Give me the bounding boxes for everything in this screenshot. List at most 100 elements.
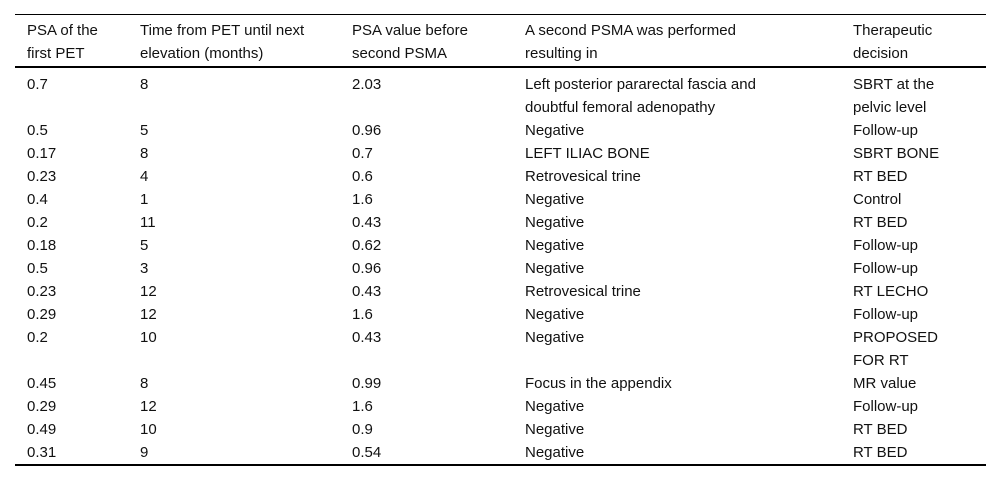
table-row: 0.5 5 0.96 Negative Follow-up bbox=[15, 119, 986, 142]
cell-psa-first: 0.29 bbox=[27, 306, 57, 323]
cell-decision: Follow-up bbox=[853, 303, 986, 326]
cell-decision: SBRT BONE bbox=[853, 142, 986, 165]
cell-time: 10 bbox=[140, 329, 157, 346]
cell-result-text: Negative bbox=[525, 306, 585, 323]
cell-psa-first: 0.4 bbox=[27, 191, 48, 208]
cell-time: 5 bbox=[140, 122, 149, 139]
cell-decision: Control bbox=[853, 188, 986, 211]
cell-result: Negative bbox=[525, 441, 853, 465]
cell-psa-first: 0.23 bbox=[27, 283, 57, 300]
cell-psa-before: 0.54 bbox=[352, 444, 382, 461]
cell-result: Negative bbox=[525, 303, 853, 326]
cell-psa-before: 0.62 bbox=[352, 237, 382, 254]
column-header-label: A second PSMA was performed resulting in bbox=[525, 22, 736, 62]
cell-psa-before: 0.43 bbox=[352, 214, 382, 231]
cell-psa-first: 0.7 bbox=[27, 76, 48, 93]
cell-psa-first: 0.29 bbox=[27, 398, 57, 415]
cell-psa-before: 2.03 bbox=[352, 76, 382, 93]
cell-decision-text: RT LECHO bbox=[853, 283, 929, 300]
cell-result-text: Negative bbox=[525, 421, 585, 438]
cell-decision-text: SBRT at the pelvic level bbox=[853, 76, 935, 116]
cell-psa-first: 0.31 bbox=[27, 444, 57, 461]
column-header-therapeutic-decision: Therapeutic decision bbox=[853, 15, 986, 68]
table-header: PSA of the first PET Time from PET until… bbox=[15, 15, 986, 68]
cell-result: Negative bbox=[525, 119, 853, 142]
cell-decision-text: Control bbox=[853, 191, 902, 208]
cell-psa-before: 0.96 bbox=[352, 122, 382, 139]
cell-decision: RT BED bbox=[853, 165, 986, 188]
cell-result: Negative bbox=[525, 418, 853, 441]
cell-result-text: Negative bbox=[525, 214, 585, 231]
table-row: 0.29 12 1.6 Negative Follow-up bbox=[15, 395, 986, 418]
column-header-label: PSA of the first PET bbox=[27, 22, 98, 62]
cell-psa-first: 0.18 bbox=[27, 237, 57, 254]
cell-decision-text: Follow-up bbox=[853, 306, 919, 323]
cell-result: Left posterior pararectal fascia and dou… bbox=[525, 67, 853, 119]
cell-decision: PROPOSED FOR RT bbox=[853, 326, 986, 372]
cell-result-text: Negative bbox=[525, 329, 585, 346]
cell-psa-before: 0.6 bbox=[352, 168, 373, 185]
cell-time: 12 bbox=[140, 398, 157, 415]
cell-decision-text: MR value bbox=[853, 375, 917, 392]
cell-decision: MR value bbox=[853, 372, 986, 395]
column-header-psa-before-second: PSA value before second PSMA bbox=[352, 15, 525, 68]
cell-time: 9 bbox=[140, 444, 149, 461]
cell-psa-before: 0.43 bbox=[352, 283, 382, 300]
cell-time: 11 bbox=[140, 214, 156, 231]
cell-time: 8 bbox=[140, 76, 149, 93]
cell-decision: RT BED bbox=[853, 418, 986, 441]
cell-psa-before: 0.43 bbox=[352, 329, 382, 346]
cell-result-text: Negative bbox=[525, 398, 585, 415]
cell-decision-text: SBRT BONE bbox=[853, 145, 940, 162]
cell-time: 8 bbox=[140, 145, 149, 162]
cell-decision: RT BED bbox=[853, 211, 986, 234]
table-row: 0.5 3 0.96 Negative Follow-up bbox=[15, 257, 986, 280]
cell-psa-first: 0.45 bbox=[27, 375, 57, 392]
cell-decision-text: RT BED bbox=[853, 444, 908, 461]
cell-decision-text: Follow-up bbox=[853, 237, 919, 254]
cell-decision: RT LECHO bbox=[853, 280, 986, 303]
column-header-second-psma-result: A second PSMA was performed resulting in bbox=[525, 15, 853, 68]
cell-time: 5 bbox=[140, 237, 149, 254]
cell-result-text: Negative bbox=[525, 444, 585, 461]
cell-psa-before: 1.6 bbox=[352, 191, 373, 208]
cell-psa-before: 0.7 bbox=[352, 145, 373, 162]
cell-decision: Follow-up bbox=[853, 119, 986, 142]
table-row: 0.45 8 0.99 Focus in the appendix MR val… bbox=[15, 372, 986, 395]
results-table: PSA of the first PET Time from PET until… bbox=[15, 14, 986, 466]
column-header-psa-first-pet: PSA of the first PET bbox=[15, 15, 140, 68]
table-row: 0.18 5 0.62 Negative Follow-up bbox=[15, 234, 986, 257]
cell-result: Negative bbox=[525, 188, 853, 211]
cell-psa-first: 0.5 bbox=[27, 260, 48, 277]
column-header-label: Therapeutic decision bbox=[853, 22, 933, 62]
cell-decision: SBRT at the pelvic level bbox=[853, 67, 986, 119]
table-row: 0.49 10 0.9 Negative RT BED bbox=[15, 418, 986, 441]
column-header-label: PSA value before second PSMA bbox=[352, 22, 468, 62]
cell-result: Negative bbox=[525, 211, 853, 234]
cell-psa-before: 0.96 bbox=[352, 260, 382, 277]
cell-time: 4 bbox=[140, 168, 149, 185]
cell-result: Negative bbox=[525, 395, 853, 418]
cell-psa-first: 0.2 bbox=[27, 214, 48, 231]
table-row: 0.2 11 0.43 Negative RT BED bbox=[15, 211, 986, 234]
cell-time: 12 bbox=[140, 306, 157, 323]
cell-result-text: Left posterior pararectal fascia and dou… bbox=[525, 76, 756, 116]
cell-result: Negative bbox=[525, 326, 853, 372]
cell-psa-first: 0.49 bbox=[27, 421, 57, 438]
cell-psa-first: 0.2 bbox=[27, 329, 48, 346]
cell-decision-text: Follow-up bbox=[853, 122, 919, 139]
cell-result: Retrovesical trine bbox=[525, 280, 853, 303]
cell-time: 10 bbox=[140, 421, 157, 438]
cell-psa-before: 1.6 bbox=[352, 398, 373, 415]
cell-decision: Follow-up bbox=[853, 257, 986, 280]
cell-result: Negative bbox=[525, 257, 853, 280]
cell-decision: Follow-up bbox=[853, 234, 986, 257]
cell-decision: RT BED bbox=[853, 441, 986, 465]
header-row: PSA of the first PET Time from PET until… bbox=[15, 15, 986, 68]
cell-psa-first: 0.5 bbox=[27, 122, 48, 139]
cell-result: Retrovesical trine bbox=[525, 165, 853, 188]
cell-decision-text: Follow-up bbox=[853, 398, 919, 415]
column-header-label: Time from PET until next elevation (mont… bbox=[140, 22, 305, 62]
cell-result-text: Retrovesical trine bbox=[525, 283, 641, 300]
